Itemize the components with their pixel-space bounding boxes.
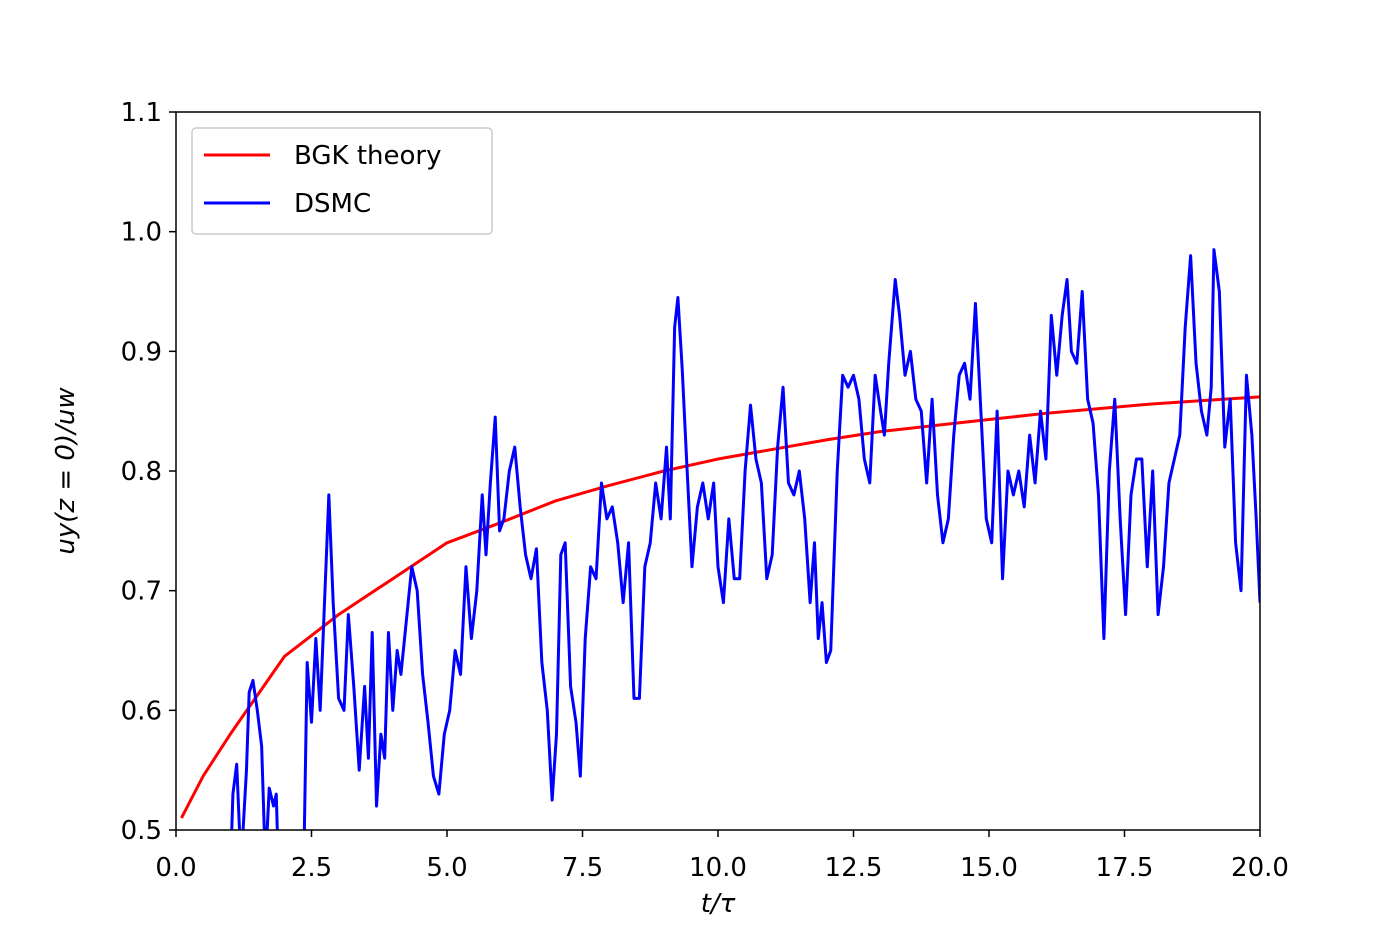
y-tick-label: 0.5 (121, 816, 162, 846)
x-tick-label: 2.5 (291, 853, 332, 883)
x-tick-label: 12.5 (825, 853, 883, 883)
y-tick-label: 0.9 (121, 337, 162, 367)
y-tick-label: 1.1 (121, 98, 162, 128)
legend-label: BGK theory (294, 141, 442, 171)
y-tick-label: 0.8 (121, 457, 162, 487)
data-line (230, 248, 1260, 830)
legend-label: DSMC (294, 189, 371, 219)
x-tick-label: 0.0 (155, 853, 196, 883)
y-tick-label: 1.0 (121, 218, 162, 248)
y-axis-label: uy(z = 0)/uw (51, 387, 81, 555)
x-tick-label: 20.0 (1231, 853, 1289, 883)
x-tick-label: 5.0 (426, 853, 467, 883)
x-tick-label: 15.0 (960, 853, 1018, 883)
y-tick-label: 0.6 (121, 696, 162, 726)
x-tick-label: 17.5 (1096, 853, 1154, 883)
x-tick-label: 7.5 (562, 853, 603, 883)
plot-area (180, 248, 1260, 830)
data-line (180, 395, 1260, 819)
y-tick-label: 0.7 (121, 577, 162, 607)
x-tick-label: 10.0 (689, 853, 747, 883)
x-axis-label: t/τ (701, 889, 736, 919)
plot-frame (175, 111, 1261, 831)
